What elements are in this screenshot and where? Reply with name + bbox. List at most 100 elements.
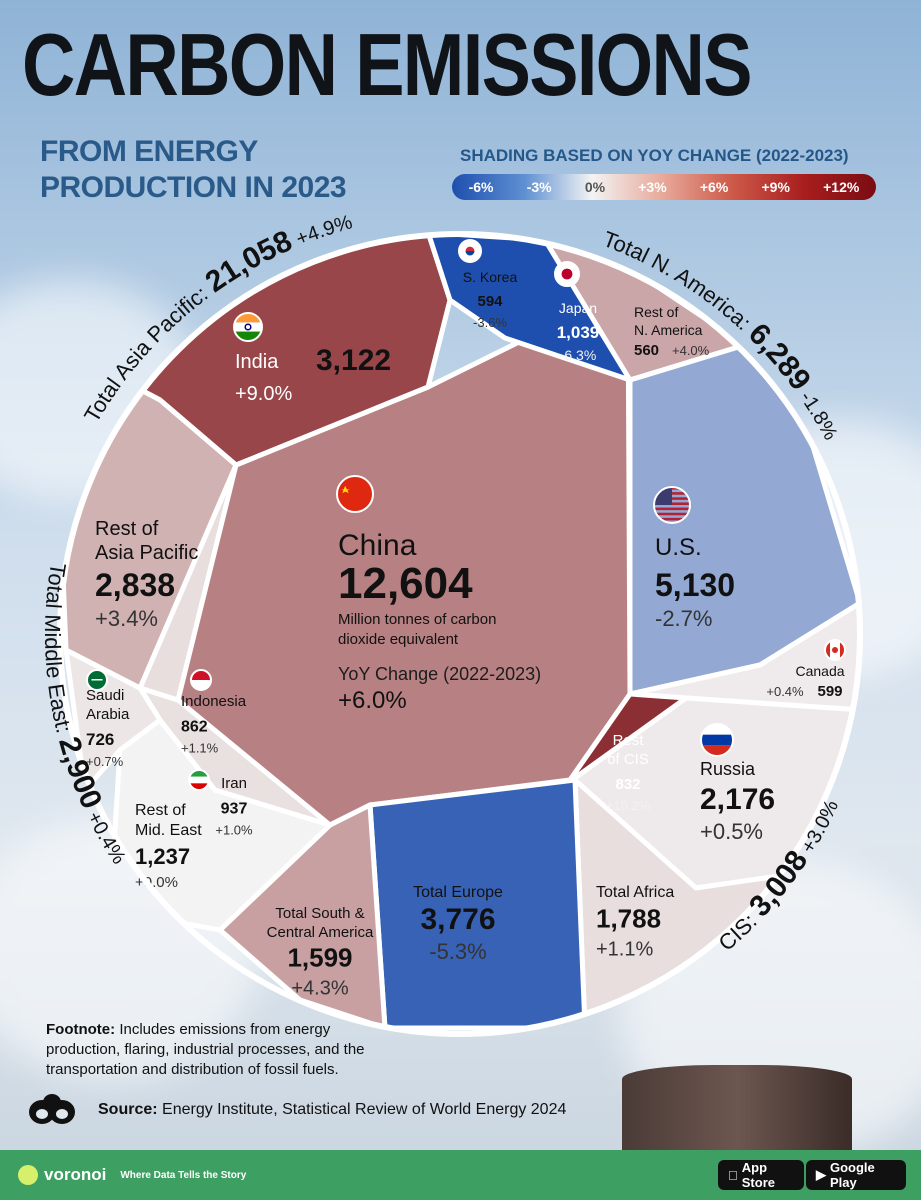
saudi-name: Saudi bbox=[86, 687, 124, 704]
chimney-image bbox=[622, 1065, 852, 1155]
canada-name: Canada bbox=[795, 663, 844, 679]
japan-value: 1,039 bbox=[557, 323, 600, 342]
source-label: Source: bbox=[98, 1101, 158, 1118]
chart-rim bbox=[57, 231, 863, 1037]
visual-capitalist-logo-icon bbox=[29, 1094, 75, 1124]
legend-title: SHADING BASED ON YOY CHANGE (2022-2023) bbox=[460, 146, 849, 165]
indonesia-change: +1.1% bbox=[181, 740, 219, 755]
russia-value: 2,176 bbox=[700, 783, 775, 816]
canada-flag-icon bbox=[824, 639, 846, 661]
footer-bar: voronoi Where Data Tells the Story  App… bbox=[0, 1150, 921, 1200]
china-name: China bbox=[338, 529, 417, 562]
play-icon: ▶ bbox=[816, 1167, 826, 1182]
russia-change: +0.5% bbox=[700, 819, 763, 844]
sca-value: 1,599 bbox=[287, 942, 352, 972]
iran-name: Iran bbox=[221, 775, 247, 792]
china-change: +6.0% bbox=[338, 687, 407, 714]
skorea-value: 594 bbox=[477, 293, 503, 310]
skorea-name: S. Korea bbox=[463, 269, 518, 285]
legend-tick: -3% bbox=[526, 179, 552, 195]
india-flag-icon bbox=[233, 312, 263, 342]
russia-name: Russia bbox=[700, 759, 756, 779]
iran-flag-icon bbox=[188, 769, 210, 791]
indonesia-value: 862 bbox=[181, 718, 208, 735]
europe-value: 3,776 bbox=[420, 903, 495, 936]
restcis-name: of CIS bbox=[607, 751, 649, 768]
canada-change: +0.4% bbox=[766, 684, 804, 699]
app-store-label: App Store bbox=[732, 1160, 775, 1190]
restme-value: 1,237 bbox=[135, 844, 190, 869]
sca-name: Central America bbox=[267, 924, 374, 941]
iran-value: 937 bbox=[221, 800, 248, 817]
voronoi-brand[interactable]: voronoi bbox=[18, 1165, 106, 1185]
saudi-name: Arabia bbox=[86, 706, 130, 723]
restcis-change: +10.2% bbox=[606, 798, 651, 813]
india-name: India bbox=[235, 351, 279, 373]
china-change-label: YoY Change (2022-2023) bbox=[338, 664, 541, 684]
china-value: 12,604 bbox=[338, 559, 473, 608]
voronoi-logo-icon bbox=[18, 1165, 38, 1185]
legend-tick: +6% bbox=[699, 179, 729, 195]
legend-tick: 0% bbox=[584, 179, 606, 195]
legend-color-scale: -6% -3% 0% +3% +6% +9% +12% bbox=[452, 174, 876, 200]
indonesia-flag-icon bbox=[190, 669, 212, 691]
restme-name: Mid. East bbox=[135, 822, 202, 839]
apple-icon:  bbox=[728, 1168, 738, 1183]
africa-name: Total Africa bbox=[596, 884, 674, 901]
china-flag-icon bbox=[336, 475, 374, 513]
china-unit-1: Million tonnes of carbon bbox=[338, 611, 496, 628]
russia-flag-icon bbox=[700, 723, 734, 757]
africa-change: +1.1% bbox=[596, 938, 653, 960]
europe-change: -5.3% bbox=[429, 939, 486, 964]
footnote-label: Footnote: bbox=[46, 1021, 116, 1038]
restcis-name: Rest bbox=[613, 732, 645, 749]
brand-name: voronoi bbox=[44, 1165, 107, 1184]
legend-tick: +12% bbox=[823, 179, 860, 195]
legend-tick: +3% bbox=[638, 179, 667, 195]
restcis-value: 832 bbox=[615, 776, 640, 793]
restna-name: N. America bbox=[634, 322, 703, 338]
restna-name: Rest of bbox=[634, 304, 678, 320]
us-change: -2.7% bbox=[655, 606, 712, 631]
legend-tick: -6% bbox=[468, 179, 494, 195]
restme-name: Rest of bbox=[135, 802, 186, 819]
us-name: U.S. bbox=[655, 534, 702, 561]
restna-value: 560 bbox=[634, 342, 659, 359]
app-store-button[interactable]:  App Store bbox=[718, 1160, 804, 1190]
sca-change: +4.3% bbox=[291, 977, 348, 999]
restap-value: 2,838 bbox=[95, 567, 175, 603]
page-title: CARBON EMISSIONS bbox=[22, 15, 752, 114]
japan-flag-icon bbox=[554, 261, 580, 287]
google-play-label: Google Play bbox=[830, 1160, 875, 1190]
africa-value: 1,788 bbox=[596, 903, 661, 933]
restap-name: Rest of bbox=[95, 518, 159, 540]
restap-change: +3.4% bbox=[95, 606, 158, 631]
legend-tick: +9% bbox=[761, 179, 790, 195]
saudi-arabia-flag-icon bbox=[86, 669, 108, 691]
source-line: Source: Energy Institute, Statistical Re… bbox=[98, 1101, 566, 1119]
source-text: Energy Institute, Statistical Review of … bbox=[162, 1101, 567, 1118]
sca-name: Total South & bbox=[275, 905, 364, 922]
japan-change: -6.3% bbox=[560, 347, 597, 363]
footnote: Footnote: Includes emissions from energy… bbox=[46, 1020, 386, 1080]
restna-change: +4.0% bbox=[672, 343, 710, 358]
india-value: 3,122 bbox=[316, 344, 391, 377]
china-unit-2: dioxide equivalent bbox=[338, 631, 459, 648]
saudi-value: 726 bbox=[86, 730, 114, 749]
indonesia-name: Indonesia bbox=[181, 693, 247, 710]
europe-name: Total Europe bbox=[413, 884, 503, 901]
footnote-text: Includes emissions from energy productio… bbox=[46, 1021, 365, 1078]
south-korea-flag-icon bbox=[458, 239, 482, 263]
page-subtitle: FROM ENERGY PRODUCTION IN 2023 bbox=[40, 135, 347, 204]
japan-name: Japan bbox=[559, 300, 597, 316]
skorea-change: -3.6% bbox=[473, 315, 507, 330]
iran-change: +1.0% bbox=[215, 822, 253, 837]
saudi-change: +0.7% bbox=[86, 754, 124, 769]
restap-name: Asia Pacific bbox=[95, 542, 198, 564]
brand-tagline: Where Data Tells the Story bbox=[120, 1169, 247, 1181]
india-change: +9.0% bbox=[235, 383, 292, 405]
us-value: 5,130 bbox=[655, 567, 735, 603]
google-play-button[interactable]: ▶ Google Play bbox=[806, 1160, 906, 1190]
